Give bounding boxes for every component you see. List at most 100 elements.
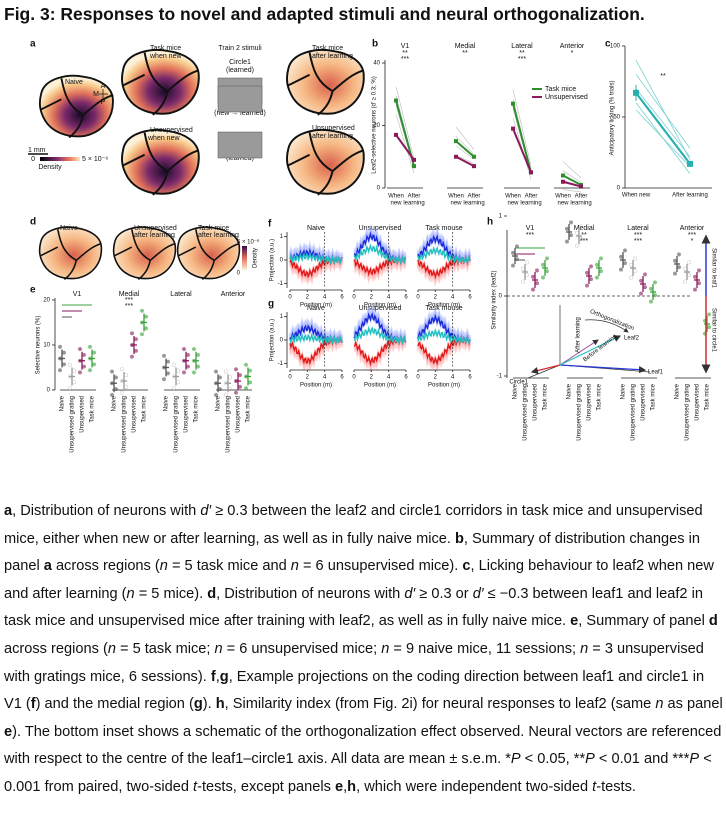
label: *** xyxy=(526,232,534,239)
label: Position (m) xyxy=(428,303,460,309)
caption-text: as panel xyxy=(663,696,723,713)
label: Medial xyxy=(119,291,140,298)
dot xyxy=(588,277,594,282)
label: Position (m) xyxy=(300,383,332,389)
label: (learned) xyxy=(226,155,254,162)
dot xyxy=(195,364,201,369)
label: After xyxy=(575,194,588,200)
label: Projection (a.u.) xyxy=(270,319,276,361)
stroke-line xyxy=(455,136,475,155)
dot xyxy=(171,362,177,367)
label: Unsupervised grating xyxy=(122,396,128,453)
label: 4 xyxy=(387,295,391,301)
trace xyxy=(353,325,407,346)
dot xyxy=(682,266,688,271)
dot xyxy=(638,291,644,296)
label: After xyxy=(408,194,421,200)
label: learning xyxy=(520,201,541,207)
caption-text: n xyxy=(159,558,168,575)
dot xyxy=(81,352,87,357)
label: 0 xyxy=(499,294,503,300)
caption-text: , xyxy=(343,778,348,795)
dot xyxy=(696,268,702,273)
dot xyxy=(143,326,149,331)
panel-label: h xyxy=(487,217,493,228)
stroke-line xyxy=(512,89,532,166)
caption-text: d′ xyxy=(472,585,484,602)
cortex-map xyxy=(38,226,103,281)
label: 5 × 10⁻⁶ xyxy=(82,156,108,163)
label: 0 xyxy=(280,338,284,344)
colorbar xyxy=(242,246,247,270)
label: Task mice xyxy=(142,395,148,422)
label: 2 xyxy=(370,295,374,301)
dot xyxy=(233,367,239,372)
caption-text: t xyxy=(193,778,198,795)
dot xyxy=(594,262,600,267)
caption-text: , Summary of distribution changes in pan… xyxy=(4,530,700,575)
trace xyxy=(289,332,343,346)
label: Similar to leaf1 xyxy=(710,248,716,288)
caption-text: f xyxy=(210,668,216,685)
dot xyxy=(171,386,177,391)
dot xyxy=(185,364,191,369)
label: 100 xyxy=(610,44,621,50)
trace xyxy=(288,256,344,286)
caption-text: < 0.001 from paired, two-sided xyxy=(4,751,712,795)
label: learning xyxy=(463,201,484,207)
stroke-line xyxy=(562,174,582,186)
marker xyxy=(511,101,515,106)
label: 20 xyxy=(373,123,380,129)
dot xyxy=(564,226,570,231)
dot xyxy=(520,266,526,271)
dot xyxy=(568,233,574,238)
caption-text: ). xyxy=(202,696,216,713)
label: M xyxy=(93,91,99,98)
label: Unsupervised xyxy=(587,384,593,421)
trace xyxy=(416,306,472,344)
label: Naive xyxy=(307,225,325,232)
label: After xyxy=(525,194,538,200)
dot xyxy=(119,390,125,395)
caption-text: , which were independent two-sided xyxy=(356,778,593,795)
caption-text: = 6 unsupervised mice; xyxy=(222,640,382,657)
label: *** xyxy=(125,303,133,310)
label: *** xyxy=(125,297,133,304)
dot xyxy=(594,275,600,280)
label: 4 xyxy=(451,375,455,381)
dot xyxy=(77,370,83,375)
label: 0 xyxy=(288,295,292,301)
dot xyxy=(87,368,93,373)
caption-text: P xyxy=(585,751,595,768)
dot xyxy=(195,352,201,357)
stroke-line xyxy=(512,103,532,173)
label: Medial xyxy=(574,225,595,232)
caption-text: across regions ( xyxy=(4,640,108,657)
figure-title: Fig. 3: Responses to novel and adapted s… xyxy=(4,4,645,24)
map-shape xyxy=(38,226,103,281)
caption-text: e xyxy=(4,723,13,740)
stroke-line xyxy=(455,155,475,168)
marker xyxy=(394,98,398,103)
trace xyxy=(353,243,407,266)
label: Unsupervised grating xyxy=(685,384,691,441)
label: Unsupervised grating xyxy=(631,384,637,441)
label: Task mouse xyxy=(425,305,462,312)
dot xyxy=(247,368,253,373)
dot xyxy=(123,384,129,389)
label: 0 xyxy=(617,186,621,192)
vector xyxy=(559,335,622,366)
caption-text: ) and the medial region ( xyxy=(35,696,194,713)
label: *** xyxy=(634,238,642,245)
dot xyxy=(524,273,530,278)
stroke-line xyxy=(562,170,582,183)
label: after learning xyxy=(312,53,353,60)
caption-text: ≥ 0.3 between the leaf2 and circle1 corr… xyxy=(4,503,703,547)
label: Similarity index (leaf2) xyxy=(492,270,498,329)
caption-text: e xyxy=(334,778,344,795)
dot xyxy=(213,369,219,374)
label: ** xyxy=(519,50,525,57)
label: -1 xyxy=(278,281,284,287)
caption-text: = 6 unsupervised mice). xyxy=(298,558,463,575)
